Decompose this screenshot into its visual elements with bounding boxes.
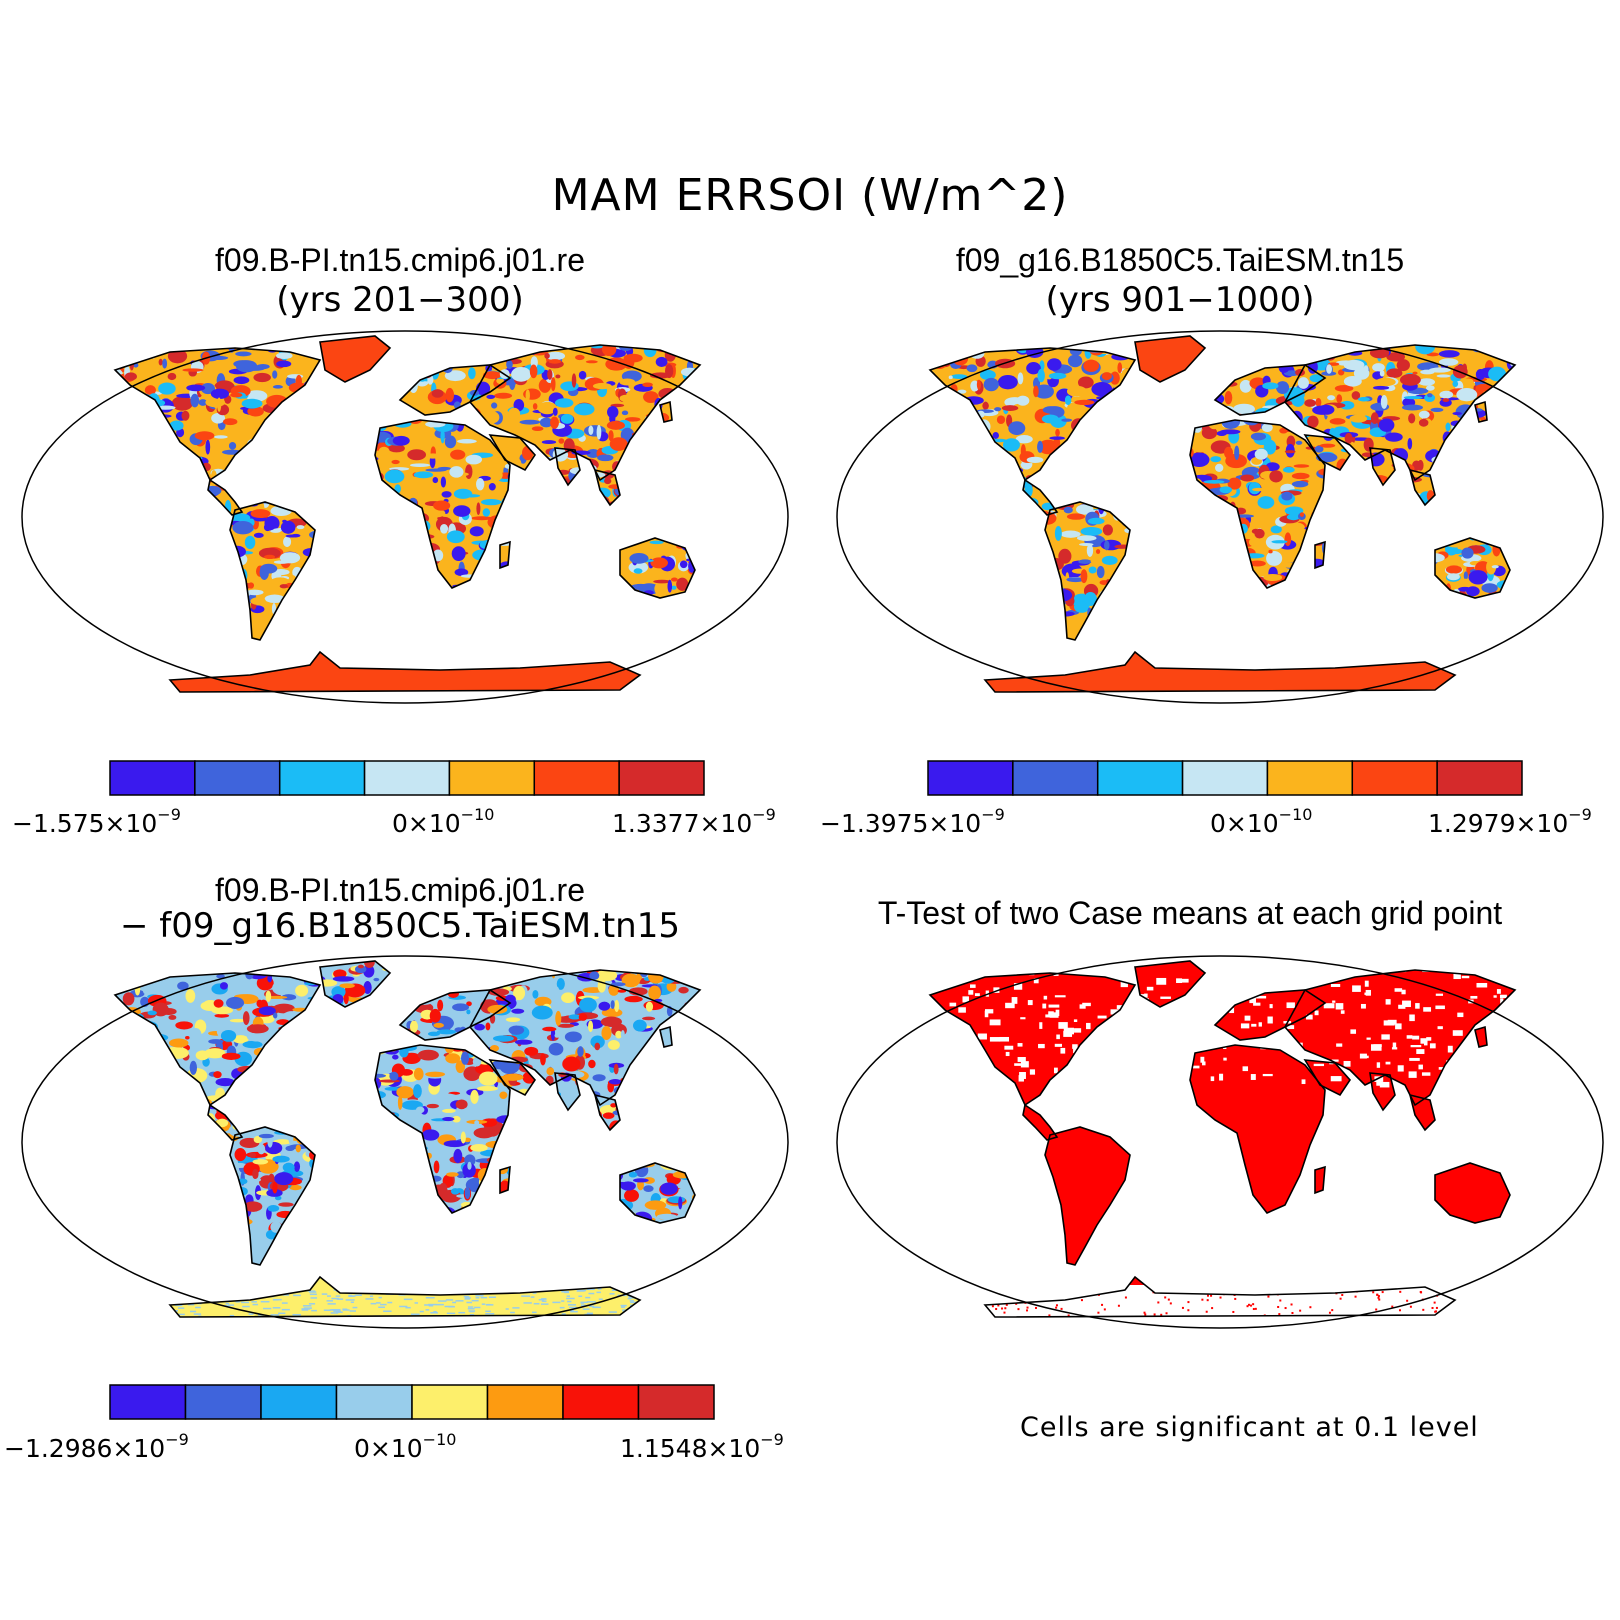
figure-title: MAM ERRSOI (W/m^2) (551, 170, 1069, 221)
colorbar1-min-label: −1.575×10−9 (12, 805, 181, 838)
colorbar-panel-1 (109, 760, 705, 796)
map-panel-3 (21, 955, 789, 1329)
colorbar-swatch (1436, 760, 1523, 796)
colorbar3-min-label: −1.2986×10−9 (4, 1430, 189, 1463)
map-panel-2 (836, 330, 1604, 704)
significance-note: Cells are significant at 0.1 level (1020, 1412, 1479, 1443)
colorbar-swatch (363, 760, 451, 796)
colorbar-swatch (260, 1384, 338, 1420)
colorbar-swatch (1181, 760, 1269, 796)
colorbar-swatch (109, 1384, 187, 1420)
colorbar-swatch (927, 760, 1014, 796)
colorbar-swatch (448, 760, 536, 796)
colorbar-swatch (1096, 760, 1184, 796)
colorbar-swatch (184, 1384, 262, 1420)
colorbar-swatch (618, 760, 705, 796)
panel1-subtitle: (yrs 201−300) (276, 280, 524, 320)
panel3-subtitle: − f09_g16.B1850C5.TaiESM.tn15 (120, 906, 680, 946)
colorbar-swatch (1351, 760, 1438, 796)
colorbar-panel-3 (109, 1384, 715, 1420)
colorbar-swatch (1266, 760, 1354, 796)
colorbar-swatch (411, 1384, 489, 1420)
colorbar2-max-label: 1.2979×10−9 (1428, 805, 1592, 838)
map-panel-4-ttest (836, 955, 1604, 1329)
colorbar3-max-label: 1.1548×10−9 (620, 1430, 784, 1463)
colorbar-swatch (562, 1384, 640, 1420)
colorbar2-mid-label: 0×10−10 (1210, 805, 1313, 838)
colorbar-swatch (335, 1384, 413, 1420)
colorbar-swatch (1012, 760, 1099, 796)
panel4-title: T-Test of two Case means at each grid po… (877, 895, 1503, 931)
colorbar2-min-label: −1.3975×10−9 (820, 805, 1005, 838)
colorbar-swatch (637, 1384, 715, 1420)
panel1-title: f09.B-PI.tn15.cmip6.j01.re (215, 242, 585, 278)
colorbar1-mid-label: 0×10−10 (392, 805, 495, 838)
colorbar3-mid-label: 0×10−10 (354, 1430, 457, 1463)
colorbar1-max-label: 1.3377×10−9 (612, 805, 776, 838)
colorbar-swatch (109, 760, 196, 796)
panel3-title: f09.B-PI.tn15.cmip6.j01.re (215, 872, 585, 908)
colorbar-swatch (194, 760, 281, 796)
colorbar-swatch (533, 760, 620, 796)
panel2-subtitle: (yrs 901−1000) (1045, 280, 1315, 320)
map-panel-1 (21, 330, 789, 704)
panel2-title: f09_g16.B1850C5.TaiESM.tn15 (955, 242, 1405, 278)
colorbar-swatch (278, 760, 366, 796)
colorbar-swatch (486, 1384, 564, 1420)
colorbar-panel-2 (927, 760, 1523, 796)
